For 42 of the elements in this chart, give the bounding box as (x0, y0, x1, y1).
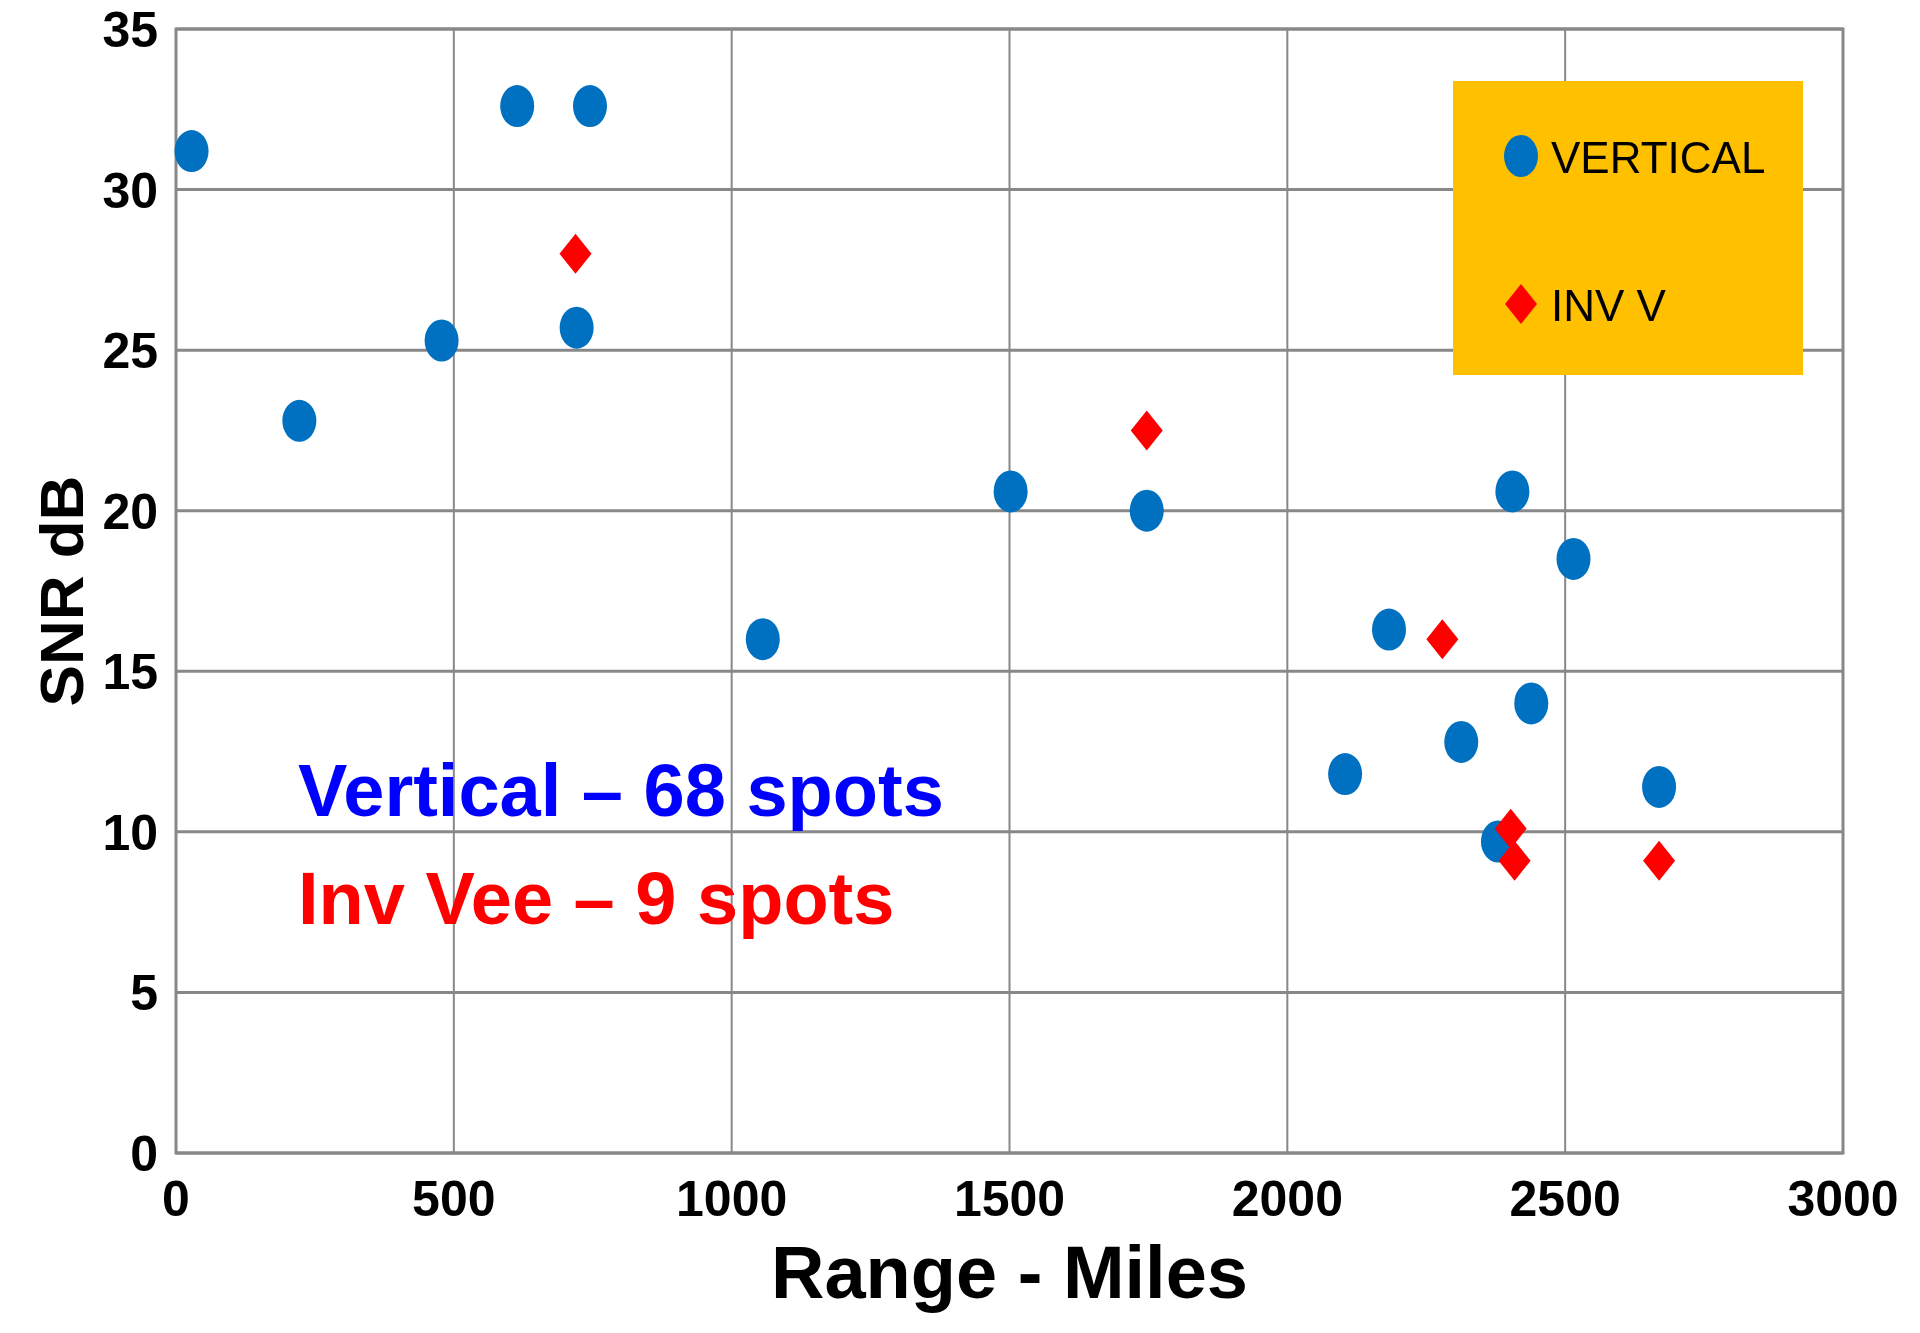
y-axis-title: SNR dB (27, 475, 96, 707)
point (1643, 840, 1676, 881)
point (500, 85, 535, 128)
y-tick-label: 35 (102, 2, 158, 58)
point (1426, 619, 1459, 660)
y-tick-label: 30 (102, 162, 158, 219)
x-tick-label: 2000 (1231, 1171, 1343, 1227)
x-tick-label: 3000 (1787, 1171, 1899, 1227)
x-tick-label: 1500 (953, 1171, 1066, 1227)
point (1444, 720, 1479, 763)
point (1494, 808, 1527, 849)
x-tick-label: 2500 (1509, 1171, 1621, 1227)
x-tick-label: 1000 (676, 1171, 788, 1227)
point (1328, 753, 1363, 796)
legend-label: VERTICAL (1551, 133, 1766, 182)
point (1129, 489, 1164, 532)
y-tick-label: 15 (102, 644, 158, 701)
point (559, 233, 592, 274)
point (1556, 537, 1591, 580)
point (745, 618, 780, 661)
x-tick-label: 500 (412, 1171, 496, 1227)
y-tick-label: 0 (130, 1126, 158, 1182)
y-tick-label: 25 (102, 323, 158, 380)
point (1495, 470, 1530, 513)
y-tick-label: 20 (102, 483, 158, 540)
y-tick-label: 10 (102, 804, 158, 861)
point (1130, 410, 1163, 451)
point (993, 470, 1028, 513)
y-tick-label: 5 (130, 965, 158, 1022)
legend-label: INV V (1551, 281, 1667, 330)
point (174, 130, 209, 173)
point (1372, 608, 1407, 651)
annotation: Vertical – 68 spots (298, 749, 944, 832)
point (424, 319, 459, 362)
point (282, 399, 317, 442)
point (1514, 682, 1549, 725)
annotation: Inv Vee – 9 spots (298, 857, 895, 940)
point (559, 306, 594, 349)
x-axis-title: Range - Miles (771, 1231, 1248, 1314)
point (1498, 840, 1531, 881)
point (572, 85, 607, 128)
point (1642, 765, 1677, 808)
